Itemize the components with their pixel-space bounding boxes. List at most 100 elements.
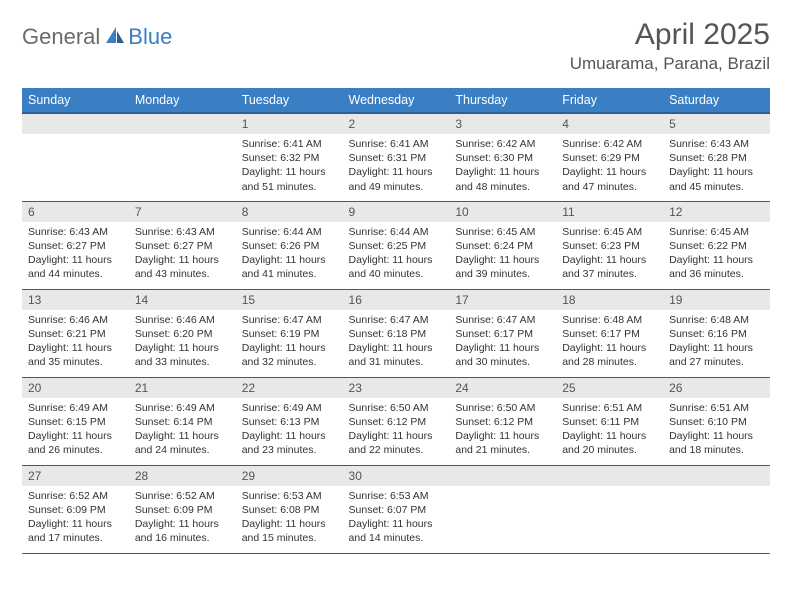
sunset-text: Sunset: 6:32 PM xyxy=(242,151,337,165)
calendar-day-cell: 10Sunrise: 6:45 AMSunset: 6:24 PMDayligh… xyxy=(449,201,556,289)
logo-sail-icon xyxy=(104,25,126,50)
day-number: 10 xyxy=(449,202,556,222)
daylight-text: Daylight: 11 hours and 22 minutes. xyxy=(349,429,444,457)
day-content: Sunrise: 6:50 AMSunset: 6:12 PMDaylight:… xyxy=(343,398,450,464)
day-number: 11 xyxy=(556,202,663,222)
sunrise-text: Sunrise: 6:50 AM xyxy=(349,401,444,415)
day-number: 15 xyxy=(236,290,343,310)
day-content: Sunrise: 6:53 AMSunset: 6:08 PMDaylight:… xyxy=(236,486,343,552)
calendar-week-row: 6Sunrise: 6:43 AMSunset: 6:27 PMDaylight… xyxy=(22,201,770,289)
sunset-text: Sunset: 6:12 PM xyxy=(455,415,550,429)
daylight-text: Daylight: 11 hours and 49 minutes. xyxy=(349,165,444,193)
weekday-header: Friday xyxy=(556,88,663,113)
day-content: Sunrise: 6:51 AMSunset: 6:10 PMDaylight:… xyxy=(663,398,770,464)
calendar-day-cell: 29Sunrise: 6:53 AMSunset: 6:08 PMDayligh… xyxy=(236,465,343,553)
daylight-text: Daylight: 11 hours and 36 minutes. xyxy=(669,253,764,281)
sunrise-text: Sunrise: 6:51 AM xyxy=(562,401,657,415)
day-number: 1 xyxy=(236,114,343,134)
sunrise-text: Sunrise: 6:45 AM xyxy=(562,225,657,239)
daylight-text: Daylight: 11 hours and 27 minutes. xyxy=(669,341,764,369)
sunset-text: Sunset: 6:15 PM xyxy=(28,415,123,429)
daylight-text: Daylight: 11 hours and 33 minutes. xyxy=(135,341,230,369)
day-content: Sunrise: 6:52 AMSunset: 6:09 PMDaylight:… xyxy=(129,486,236,552)
calendar-day-cell: 4Sunrise: 6:42 AMSunset: 6:29 PMDaylight… xyxy=(556,113,663,201)
day-number: 9 xyxy=(343,202,450,222)
day-number: 7 xyxy=(129,202,236,222)
calendar-day-cell: 14Sunrise: 6:46 AMSunset: 6:20 PMDayligh… xyxy=(129,289,236,377)
sunset-text: Sunset: 6:17 PM xyxy=(455,327,550,341)
day-content: Sunrise: 6:45 AMSunset: 6:23 PMDaylight:… xyxy=(556,222,663,288)
calendar-day-cell: 13Sunrise: 6:46 AMSunset: 6:21 PMDayligh… xyxy=(22,289,129,377)
calendar-day-cell xyxy=(449,465,556,553)
calendar-day-cell: 9Sunrise: 6:44 AMSunset: 6:25 PMDaylight… xyxy=(343,201,450,289)
sunrise-text: Sunrise: 6:45 AM xyxy=(455,225,550,239)
sunset-text: Sunset: 6:30 PM xyxy=(455,151,550,165)
calendar-day-cell: 2Sunrise: 6:41 AMSunset: 6:31 PMDaylight… xyxy=(343,113,450,201)
sunrise-text: Sunrise: 6:43 AM xyxy=(28,225,123,239)
weekday-header: Sunday xyxy=(22,88,129,113)
calendar-day-cell: 16Sunrise: 6:47 AMSunset: 6:18 PMDayligh… xyxy=(343,289,450,377)
calendar-day-cell: 11Sunrise: 6:45 AMSunset: 6:23 PMDayligh… xyxy=(556,201,663,289)
day-number-empty xyxy=(556,466,663,486)
day-content: Sunrise: 6:48 AMSunset: 6:17 PMDaylight:… xyxy=(556,310,663,376)
weekday-header: Wednesday xyxy=(343,88,450,113)
day-number: 4 xyxy=(556,114,663,134)
day-number: 13 xyxy=(22,290,129,310)
daylight-text: Daylight: 11 hours and 37 minutes. xyxy=(562,253,657,281)
daylight-text: Daylight: 11 hours and 28 minutes. xyxy=(562,341,657,369)
calendar-day-cell: 24Sunrise: 6:50 AMSunset: 6:12 PMDayligh… xyxy=(449,377,556,465)
day-content-empty xyxy=(663,486,770,546)
daylight-text: Daylight: 11 hours and 45 minutes. xyxy=(669,165,764,193)
day-number: 6 xyxy=(22,202,129,222)
calendar-day-cell: 8Sunrise: 6:44 AMSunset: 6:26 PMDaylight… xyxy=(236,201,343,289)
calendar-day-cell xyxy=(556,465,663,553)
calendar-day-cell: 7Sunrise: 6:43 AMSunset: 6:27 PMDaylight… xyxy=(129,201,236,289)
daylight-text: Daylight: 11 hours and 44 minutes. xyxy=(28,253,123,281)
sunrise-text: Sunrise: 6:44 AM xyxy=(349,225,444,239)
sunset-text: Sunset: 6:20 PM xyxy=(135,327,230,341)
sunset-text: Sunset: 6:21 PM xyxy=(28,327,123,341)
day-content: Sunrise: 6:43 AMSunset: 6:27 PMDaylight:… xyxy=(22,222,129,288)
day-number: 28 xyxy=(129,466,236,486)
day-content: Sunrise: 6:48 AMSunset: 6:16 PMDaylight:… xyxy=(663,310,770,376)
day-number: 25 xyxy=(556,378,663,398)
calendar-day-cell: 21Sunrise: 6:49 AMSunset: 6:14 PMDayligh… xyxy=(129,377,236,465)
day-number: 5 xyxy=(663,114,770,134)
calendar-week-row: 1Sunrise: 6:41 AMSunset: 6:32 PMDaylight… xyxy=(22,113,770,201)
day-number: 21 xyxy=(129,378,236,398)
day-number-empty xyxy=(129,114,236,134)
day-content-empty xyxy=(22,134,129,194)
day-content: Sunrise: 6:50 AMSunset: 6:12 PMDaylight:… xyxy=(449,398,556,464)
day-content: Sunrise: 6:45 AMSunset: 6:22 PMDaylight:… xyxy=(663,222,770,288)
logo-text-general: General xyxy=(22,24,100,50)
day-number: 17 xyxy=(449,290,556,310)
title-block: April 2025 Umuarama, Parana, Brazil xyxy=(570,18,770,74)
day-content: Sunrise: 6:47 AMSunset: 6:19 PMDaylight:… xyxy=(236,310,343,376)
daylight-text: Daylight: 11 hours and 21 minutes. xyxy=(455,429,550,457)
day-number: 30 xyxy=(343,466,450,486)
sunset-text: Sunset: 6:27 PM xyxy=(28,239,123,253)
weekday-header: Thursday xyxy=(449,88,556,113)
sunrise-text: Sunrise: 6:44 AM xyxy=(242,225,337,239)
day-number: 16 xyxy=(343,290,450,310)
header: General Blue April 2025 Umuarama, Parana… xyxy=(22,18,770,74)
daylight-text: Daylight: 11 hours and 18 minutes. xyxy=(669,429,764,457)
logo: General Blue xyxy=(22,24,172,50)
day-number-empty xyxy=(449,466,556,486)
day-number: 23 xyxy=(343,378,450,398)
sunrise-text: Sunrise: 6:47 AM xyxy=(455,313,550,327)
day-content: Sunrise: 6:41 AMSunset: 6:31 PMDaylight:… xyxy=(343,134,450,200)
calendar-day-cell: 6Sunrise: 6:43 AMSunset: 6:27 PMDaylight… xyxy=(22,201,129,289)
sunrise-text: Sunrise: 6:49 AM xyxy=(28,401,123,415)
sunrise-text: Sunrise: 6:47 AM xyxy=(242,313,337,327)
day-number: 18 xyxy=(556,290,663,310)
day-number: 8 xyxy=(236,202,343,222)
day-content: Sunrise: 6:45 AMSunset: 6:24 PMDaylight:… xyxy=(449,222,556,288)
day-content: Sunrise: 6:41 AMSunset: 6:32 PMDaylight:… xyxy=(236,134,343,200)
sunrise-text: Sunrise: 6:43 AM xyxy=(135,225,230,239)
sunrise-text: Sunrise: 6:41 AM xyxy=(242,137,337,151)
sunset-text: Sunset: 6:09 PM xyxy=(135,503,230,517)
day-content: Sunrise: 6:43 AMSunset: 6:28 PMDaylight:… xyxy=(663,134,770,200)
sunrise-text: Sunrise: 6:45 AM xyxy=(669,225,764,239)
sunset-text: Sunset: 6:12 PM xyxy=(349,415,444,429)
